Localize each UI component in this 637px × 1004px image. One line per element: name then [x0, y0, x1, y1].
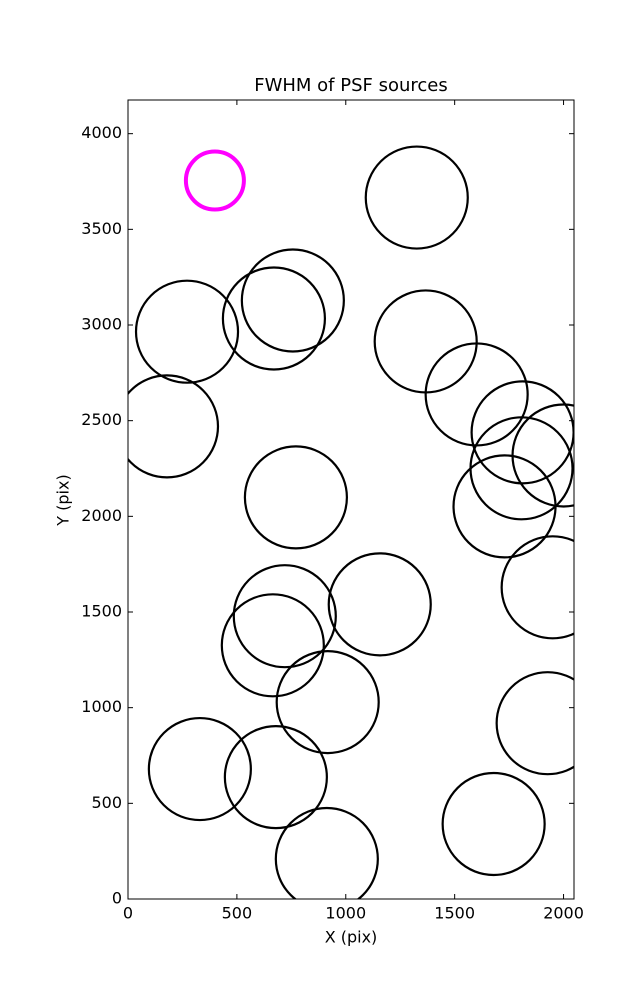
source-circle — [511, 403, 574, 508]
source-circle — [134, 279, 240, 384]
plot-area — [128, 145, 574, 899]
x-tick-label: 500 — [222, 904, 253, 923]
source-circle — [147, 716, 252, 822]
source-circle — [441, 771, 546, 877]
source-circle — [500, 535, 574, 640]
y-tick-label: 4000 — [81, 123, 122, 142]
x-tick-label: 2000 — [543, 904, 584, 923]
plot-frame — [127, 99, 575, 900]
source-circle — [220, 593, 325, 698]
source-circle — [223, 725, 328, 830]
source-circle — [424, 342, 529, 447]
source-circle — [327, 552, 432, 657]
source-circle — [128, 374, 220, 479]
y-tick-label: 2500 — [81, 410, 122, 429]
source-circle — [275, 650, 380, 755]
source-circle — [243, 445, 349, 550]
source-circle — [183, 149, 246, 212]
y-tick-label: 3500 — [81, 219, 122, 238]
source-circle — [240, 248, 345, 353]
x-axis-label: X (pix) — [325, 928, 378, 947]
source-circle — [232, 564, 337, 669]
source-circle — [452, 454, 557, 559]
x-tick-label: 1500 — [434, 904, 475, 923]
y-tick-label: 500 — [91, 793, 122, 812]
source-circle — [373, 289, 478, 394]
x-tick-label: 0 — [123, 904, 133, 923]
y-tick-label: 0 — [112, 889, 122, 908]
y-tick-label: 1500 — [81, 602, 122, 621]
chart-title: FWHM of PSF sources — [254, 75, 448, 96]
source-circle — [221, 266, 327, 371]
x-tick-label: 1000 — [325, 904, 366, 923]
y-tick-label: 3000 — [81, 315, 122, 334]
source-circle — [274, 806, 379, 899]
y-tick-label: 1000 — [81, 697, 122, 716]
y-tick-label: 2000 — [81, 506, 122, 525]
y-axis-label: Y (pix) — [54, 474, 73, 526]
source-circle — [495, 671, 574, 776]
source-circle — [364, 145, 469, 250]
